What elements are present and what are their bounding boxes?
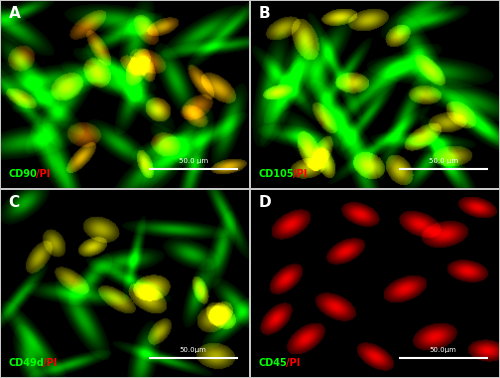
Text: /PI: /PI	[43, 358, 58, 368]
Text: D: D	[258, 195, 271, 211]
Text: CD90: CD90	[8, 169, 37, 179]
Text: C: C	[8, 195, 20, 211]
Text: CD45: CD45	[258, 358, 287, 368]
Text: 50.0 μm: 50.0 μm	[428, 158, 458, 164]
Text: 50.0 μm: 50.0 μm	[178, 158, 208, 164]
Text: CD105: CD105	[258, 169, 294, 179]
Text: CD49d: CD49d	[8, 358, 44, 368]
Text: A: A	[8, 6, 20, 22]
Text: B: B	[258, 6, 270, 22]
Text: 50.0μm: 50.0μm	[430, 347, 456, 353]
Text: /PI: /PI	[36, 169, 51, 179]
Text: /PI: /PI	[293, 169, 308, 179]
Text: /PI: /PI	[286, 358, 300, 368]
Text: 50.0μm: 50.0μm	[180, 347, 206, 353]
